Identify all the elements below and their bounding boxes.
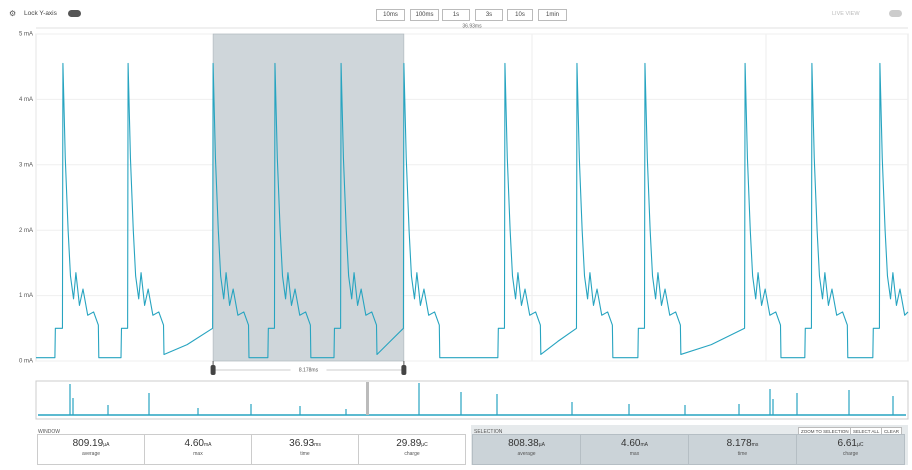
stat-number: 808.38 <box>508 438 539 449</box>
stat-value: 8.178ms <box>689 438 796 449</box>
stat-value: 6.61µC <box>797 438 904 449</box>
selection-label: 8.178ms <box>299 367 319 373</box>
minimap <box>35 380 909 420</box>
stat-number: 6.61 <box>837 438 857 449</box>
chart: 36.93ms 0 mA 1 mA 2 mA 3 mA 4 mA 5 mA 8.178ms <box>19 23 909 420</box>
stat-box: 29.89µC charge <box>358 434 466 465</box>
stat-label: average <box>81 451 101 457</box>
plot-frame <box>35 33 909 362</box>
stat-unit: µC <box>421 442 428 448</box>
zoom-button[interactable]: 1min <box>538 9 567 21</box>
stat-value: 808.38µA <box>473 438 580 449</box>
stat-value: 36.93ms <box>252 438 358 449</box>
stat-number: 8.178 <box>726 438 752 449</box>
selection-handle[interactable] <box>401 365 407 375</box>
stat-value: 29.89µC <box>359 438 465 449</box>
stat-label: time <box>300 451 310 457</box>
y-tick-label: 2 mA <box>19 228 33 234</box>
stat-unit: ms <box>751 442 759 448</box>
stat-box: 4.60mA max <box>580 434 689 465</box>
stat-number: 36.93 <box>289 438 315 449</box>
stat-number: 4.60 <box>621 438 641 449</box>
stat-box: 36.93ms time <box>251 434 359 465</box>
y-tick-label: 3 mA <box>19 162 33 168</box>
stat-unit: ms <box>314 442 321 448</box>
stat-value: 4.60mA <box>581 438 688 449</box>
stat-label: max <box>629 451 640 457</box>
window-title: WINDOW <box>38 429 60 435</box>
stat-unit: µA <box>538 442 545 448</box>
lock-toggle[interactable] <box>68 10 81 17</box>
stat-number: 4.60 <box>184 438 204 449</box>
stat-label: charge <box>404 451 420 457</box>
stat-number: 29.89 <box>396 438 422 449</box>
lock-label: Lock Y-axis <box>24 10 57 17</box>
selection-title: SELECTION <box>474 429 503 435</box>
stat-unit: mA <box>640 442 648 448</box>
settings-icon[interactable]: ⚙ <box>9 9 17 18</box>
stat-value: 809.19µA <box>38 438 144 449</box>
y-tick-label: 4 mA <box>19 97 33 103</box>
stat-box: 4.60mA max <box>144 434 252 465</box>
stat-label: time <box>737 451 748 457</box>
stat-box: 6.61µC charge <box>796 434 905 465</box>
minimap-spikes <box>69 383 894 415</box>
stat-number: 809.19 <box>72 438 104 449</box>
stat-value: 4.60mA <box>145 438 251 449</box>
stat-unit: mA <box>203 442 212 448</box>
selection-handle[interactable] <box>210 365 216 375</box>
minimap-window[interactable] <box>366 382 369 415</box>
stat-label: average <box>517 451 536 457</box>
zoom-button[interactable]: 10s <box>507 9 533 21</box>
live-toggle[interactable] <box>889 10 902 17</box>
selection-area <box>212 33 405 362</box>
y-tick-label: 5 mA <box>19 32 33 38</box>
window-label: 36.93ms <box>462 23 482 29</box>
stat-box: 809.19µA average <box>37 434 145 465</box>
stat-unit: µC <box>856 442 864 448</box>
stat-label: charge <box>842 451 859 457</box>
zoom-button[interactable]: 100ms <box>410 9 439 21</box>
stat-label: max <box>193 451 203 457</box>
zoom-button[interactable]: 1s <box>442 9 470 21</box>
stat-box: 8.178ms time <box>688 434 797 465</box>
current-trace <box>36 62 909 359</box>
stat-box: 808.38µA average <box>472 434 581 465</box>
selection-label-bg <box>290 366 327 374</box>
y-tick-label: 1 mA <box>19 293 33 299</box>
y-tick-label: 0 mA <box>19 359 33 365</box>
zoom-button[interactable]: 3s <box>475 9 503 21</box>
stat-unit: µA <box>103 442 110 448</box>
zoom-button[interactable]: 10ms <box>376 9 405 21</box>
live-view-label: LIVE VIEW <box>832 11 860 17</box>
